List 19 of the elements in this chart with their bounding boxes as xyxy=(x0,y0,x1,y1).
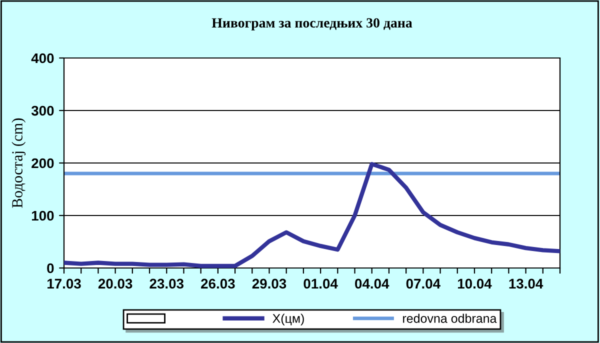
x-tick-label: 17.03 xyxy=(48,278,81,289)
y-axis-title: Водостај (cm) xyxy=(12,118,26,208)
x-tick-label: 26.03 xyxy=(201,278,235,289)
x-tick-label: 13.04 xyxy=(509,278,544,289)
x-tick-label: 29.03 xyxy=(252,278,286,289)
x-tick-label: 01.04 xyxy=(304,278,338,289)
x-tick-label: 07.04 xyxy=(406,278,440,289)
legend-label: X(цм) xyxy=(272,314,304,326)
y-tick-label: 100 xyxy=(32,210,54,221)
y-tick-label: 400 xyxy=(31,53,54,64)
y-tick-label: 200 xyxy=(32,158,54,168)
x-tick-label: 23.03 xyxy=(150,278,184,289)
y-tick-label: 0 xyxy=(47,263,54,274)
x-tick-label: 10.04 xyxy=(458,278,492,289)
y-tick-label: 300 xyxy=(31,106,54,116)
legend-label: redovna odbrana xyxy=(403,314,497,323)
x-tick-label: 20.03 xyxy=(98,278,132,289)
x-tick-label: 04.04 xyxy=(355,278,390,289)
chart-title: Нивограм за последњих 30 дана xyxy=(212,18,412,30)
